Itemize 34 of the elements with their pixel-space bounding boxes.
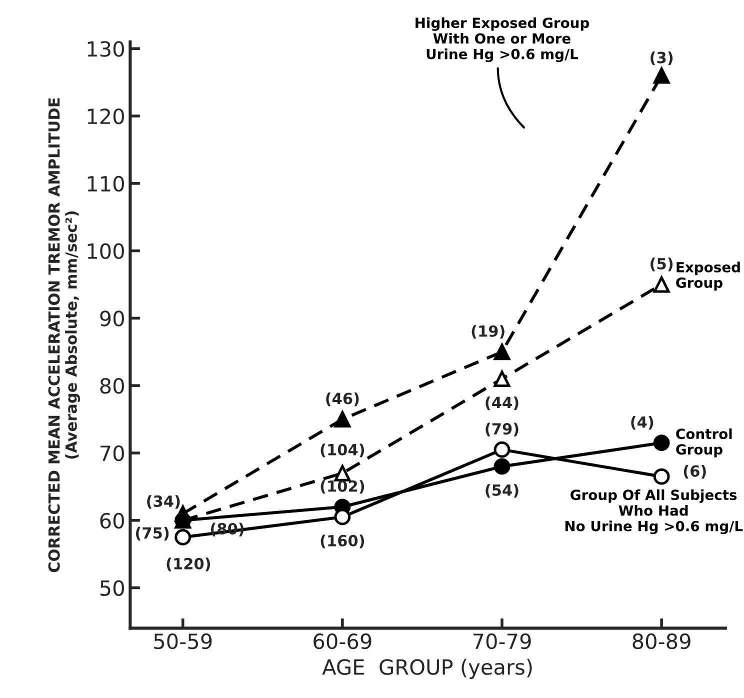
annotation: (5) — [650, 258, 673, 272]
annotation: (104) — [320, 444, 364, 458]
x-tick-label: 70-79 — [473, 633, 531, 650]
annotation: (54) — [486, 484, 518, 498]
annotation: (34) — [147, 495, 180, 509]
y-tick-label: 110 — [88, 176, 124, 192]
y-tick-label: 130 — [88, 41, 124, 57]
annotation: (120) — [166, 558, 210, 572]
series-label: Control Group — [676, 428, 732, 458]
annotation: (79) — [486, 422, 518, 436]
y-tick-label: 60 — [100, 512, 124, 529]
y-tick-label: 90 — [100, 310, 124, 326]
annotation: (75) — [136, 526, 169, 540]
y-axis-title: CORRECTED MEAN ACCELERATION TREMOR AMPLITUDE (Average Absolute, mm/sec²) — [48, 98, 80, 572]
annotation: (19) — [472, 325, 504, 339]
annotation: (6) — [684, 465, 706, 479]
y-tick-label: 120 — [88, 108, 124, 124]
x-axis-title: AGE GROUP (years) — [322, 658, 532, 679]
annotation: (44) — [486, 396, 518, 410]
text: Higher Exposed Group With One or More Urine Hg >0.6 mg/L — [416, 17, 590, 62]
y-tick-label: 70 — [100, 445, 124, 462]
y-tick-label: 50 — [100, 580, 124, 596]
annotation: (160) — [320, 534, 364, 548]
annotation: (3) — [650, 52, 673, 66]
x-tick-label: 60-69 — [314, 633, 372, 650]
annotation: (102) — [320, 480, 364, 494]
x-tick-label: 50-59 — [154, 633, 212, 650]
annotation: (4) — [631, 416, 654, 430]
text: Group Of All Subjects Who Had No Urine Hg >0.6 mg/L — [565, 489, 743, 534]
y-tick-label: 80 — [100, 378, 124, 394]
x-tick-label: 80-89 — [632, 633, 690, 650]
series-label: Exposed Group — [676, 262, 740, 291]
y-tick-label: 100 — [88, 243, 124, 260]
annotation: (46) — [326, 392, 359, 406]
